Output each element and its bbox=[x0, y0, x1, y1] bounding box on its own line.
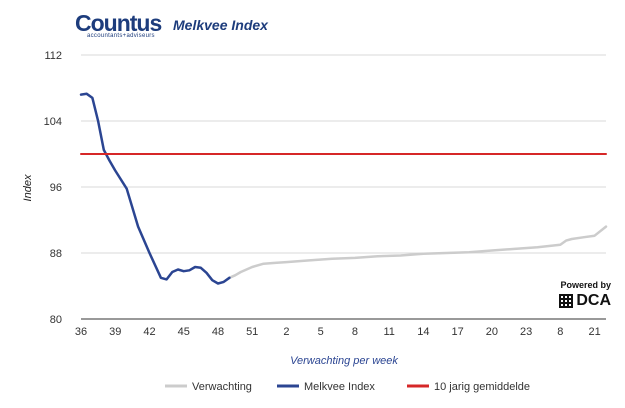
y-tick-label: 96 bbox=[50, 182, 62, 194]
powered-by-badge: Powered by DCA bbox=[553, 280, 611, 309]
y-tick-label: 80 bbox=[50, 314, 62, 326]
y-axis-ticks: 80 88 96 104 112 bbox=[44, 50, 62, 326]
x-tick-label: 51 bbox=[246, 326, 258, 338]
x-tick-label: 23 bbox=[520, 326, 532, 338]
powered-by-label: Powered by bbox=[560, 280, 611, 290]
dca-logo-icon bbox=[559, 294, 574, 308]
chart-title: Melkvee Index bbox=[173, 17, 268, 33]
x-tick-label: 48 bbox=[212, 326, 224, 338]
legend: Verwachting Melkvee Index 10 jarig gemidde… bbox=[165, 381, 530, 393]
y-tick-label: 88 bbox=[50, 248, 62, 260]
x-tick-label: 36 bbox=[75, 326, 87, 338]
brand-tagline: accountants+adviseurs bbox=[87, 33, 155, 39]
x-tick-label: 8 bbox=[557, 326, 563, 338]
dca-brand: DCA bbox=[576, 292, 611, 309]
x-tick-label: 17 bbox=[452, 326, 464, 338]
x-tick-label: 39 bbox=[109, 326, 121, 338]
legend-label-melkvee-index: Melkvee Index bbox=[304, 381, 375, 393]
countus-logo: Countus accountants+adviseurs bbox=[75, 10, 162, 40]
x-tick-label: 8 bbox=[352, 326, 358, 338]
x-tick-label: 45 bbox=[178, 326, 190, 338]
y-tick-label: 112 bbox=[44, 50, 62, 62]
x-tick-label: 11 bbox=[383, 326, 394, 338]
series-lines bbox=[79, 92, 608, 285]
x-tick-label: 14 bbox=[417, 326, 429, 338]
x-tick-label: 42 bbox=[143, 326, 155, 338]
y-tick-label: 104 bbox=[44, 116, 62, 128]
grid bbox=[81, 54, 606, 320]
x-tick-label: 21 bbox=[588, 326, 600, 338]
x-tick-label: 20 bbox=[486, 326, 498, 338]
legend-label-verwachting: Verwachting bbox=[192, 381, 252, 393]
series-line-melkvee-index bbox=[79, 92, 231, 285]
legend-label-10-jarig-gemiddelde: 10 jarig gemiddelde bbox=[434, 381, 530, 393]
series-line-verwachting bbox=[228, 225, 608, 280]
y-axis-label: Index bbox=[22, 174, 34, 201]
x-tick-label: 2 bbox=[283, 326, 289, 338]
x-axis-ticks: 36 39 42 45 48 51 2 5 8 11 14 17 20 23 8 21 bbox=[75, 326, 601, 338]
x-tick-label: 5 bbox=[318, 326, 324, 338]
brand-name: Countus bbox=[75, 10, 162, 36]
x-axis-label: Verwachting per week bbox=[290, 355, 398, 367]
